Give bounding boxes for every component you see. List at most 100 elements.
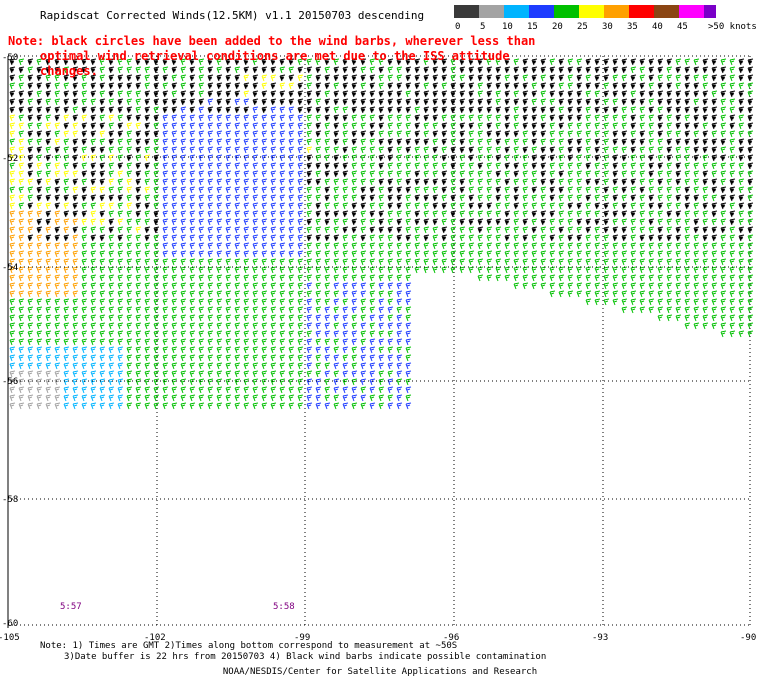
contamination-dot bbox=[145, 140, 149, 144]
wind-barb bbox=[351, 250, 358, 258]
wind-barb bbox=[252, 202, 259, 210]
wind-barb bbox=[36, 338, 43, 346]
contamination-dot bbox=[586, 60, 590, 64]
contamination-dot bbox=[91, 132, 95, 136]
contamination-dot bbox=[514, 132, 518, 136]
wind-barb bbox=[126, 162, 133, 170]
wind-barb bbox=[369, 322, 376, 330]
wind-barb bbox=[18, 242, 25, 250]
contamination-dot bbox=[82, 132, 86, 136]
wind-barb bbox=[63, 258, 70, 266]
wind-barb bbox=[333, 82, 340, 90]
contamination-dot bbox=[586, 228, 590, 232]
contamination-dot bbox=[442, 100, 446, 104]
wind-barb bbox=[405, 378, 412, 386]
wind-barb bbox=[234, 258, 241, 266]
wind-barb bbox=[558, 82, 565, 90]
contamination-dot bbox=[325, 236, 329, 240]
wind-barb bbox=[117, 258, 124, 266]
wind-barb bbox=[225, 378, 232, 386]
wind-barb bbox=[45, 146, 52, 154]
wind-barb bbox=[9, 234, 16, 242]
wind-barb bbox=[171, 138, 178, 146]
wind-barb bbox=[288, 234, 295, 242]
contamination-dot bbox=[748, 100, 752, 104]
contamination-dot bbox=[604, 220, 608, 224]
wind-barb bbox=[225, 202, 232, 210]
wind-barb bbox=[135, 386, 142, 394]
contamination-dot bbox=[343, 76, 347, 80]
contamination-dot bbox=[433, 76, 437, 80]
wind-barb bbox=[189, 130, 196, 138]
contamination-dot bbox=[532, 76, 536, 80]
wind-barb bbox=[207, 258, 214, 266]
wind-barb bbox=[432, 122, 439, 130]
wind-barb bbox=[216, 306, 223, 314]
wind-barb bbox=[414, 146, 421, 154]
wind-barb bbox=[414, 242, 421, 250]
contamination-dot bbox=[676, 140, 680, 144]
wind-barb bbox=[603, 234, 610, 242]
wind-barb bbox=[63, 266, 70, 274]
contamination-dot bbox=[136, 84, 140, 88]
wind-barb bbox=[126, 290, 133, 298]
wind-barb bbox=[504, 138, 511, 146]
contamination-dot bbox=[703, 148, 707, 152]
wind-barb bbox=[396, 162, 403, 170]
contamination-dot bbox=[361, 188, 365, 192]
wind-barb bbox=[54, 338, 61, 346]
wind-barb bbox=[603, 154, 610, 162]
wind-barb bbox=[189, 194, 196, 202]
wind-barb bbox=[558, 218, 565, 226]
wind-barb bbox=[99, 90, 106, 98]
contamination-dot bbox=[262, 68, 266, 72]
wind-barb bbox=[207, 346, 214, 354]
wind-barb bbox=[639, 162, 646, 170]
wind-barb bbox=[27, 194, 34, 202]
wind-barb bbox=[162, 234, 169, 242]
contamination-dot bbox=[442, 172, 446, 176]
wind-barb bbox=[225, 386, 232, 394]
wind-barb bbox=[693, 306, 700, 314]
wind-barb bbox=[351, 402, 358, 410]
wind-barb bbox=[333, 306, 340, 314]
wind-barb bbox=[702, 274, 709, 282]
wind-barb bbox=[171, 74, 178, 82]
contamination-dot bbox=[514, 164, 518, 168]
contamination-dot bbox=[730, 220, 734, 224]
wind-barb bbox=[72, 130, 79, 138]
contamination-dot bbox=[307, 236, 311, 240]
wind-barb bbox=[171, 242, 178, 250]
wind-barb bbox=[342, 122, 349, 130]
wind-barb bbox=[225, 154, 232, 162]
contamination-dot bbox=[190, 76, 194, 80]
wind-barb bbox=[108, 370, 115, 378]
wind-barb bbox=[171, 162, 178, 170]
wind-barb bbox=[270, 330, 277, 338]
wind-barb bbox=[639, 282, 646, 290]
wind-barb bbox=[126, 298, 133, 306]
wind-barb bbox=[108, 162, 115, 170]
wind-barb bbox=[405, 274, 412, 282]
contamination-dot bbox=[37, 220, 41, 224]
wind-barb bbox=[72, 234, 79, 242]
wind-barb bbox=[459, 242, 466, 250]
wind-barb bbox=[144, 354, 151, 362]
wind-barb bbox=[54, 154, 61, 162]
wind-barb bbox=[576, 210, 583, 218]
wind-barb bbox=[45, 330, 52, 338]
wind-barb bbox=[171, 298, 178, 306]
contamination-dot bbox=[748, 76, 752, 80]
wind-barb bbox=[288, 314, 295, 322]
contamination-dot bbox=[469, 108, 473, 112]
wind-barb bbox=[495, 234, 502, 242]
wind-barb bbox=[540, 258, 547, 266]
contamination-dot bbox=[10, 68, 14, 72]
wind-barb bbox=[225, 306, 232, 314]
wind-barb bbox=[306, 210, 313, 218]
contamination-dot bbox=[91, 68, 95, 72]
contamination-dot bbox=[505, 108, 509, 112]
wind-barb bbox=[270, 122, 277, 130]
contamination-dot bbox=[694, 196, 698, 200]
wind-barb bbox=[171, 90, 178, 98]
